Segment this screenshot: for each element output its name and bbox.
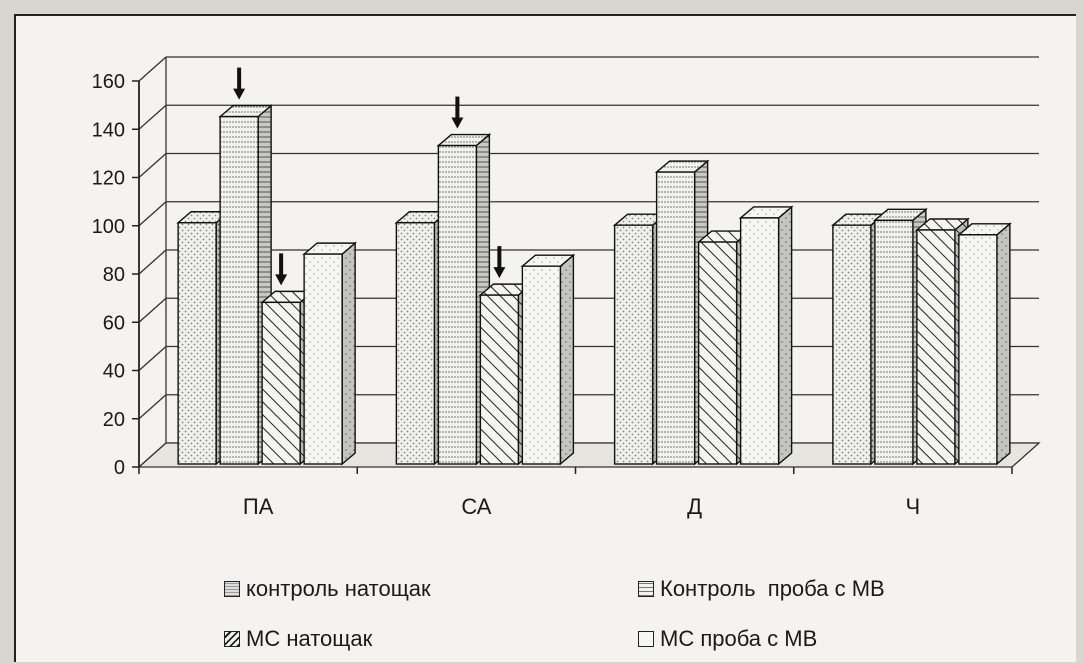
legend-label-2: МС натощак xyxy=(246,626,373,651)
gridline-depth-4 xyxy=(138,249,167,275)
axes-layer: 0 20 40 60 80 100 120 140 160 ПА СА Д Ч xyxy=(92,71,1013,519)
y-tick-label-0: 0 xyxy=(114,457,125,479)
gridline-depth-7 xyxy=(138,104,167,130)
y-tick-label-5: 100 xyxy=(92,216,125,238)
y-tick-label-7: 140 xyxy=(92,119,125,141)
bar-front-3-2 xyxy=(916,229,956,465)
gridline-depth-3 xyxy=(138,297,167,323)
legend-item-2: МС натощак xyxy=(224,626,372,652)
bar-front-0-1 xyxy=(219,115,259,465)
y-tick-label-4: 80 xyxy=(103,264,125,286)
bar-2-3 xyxy=(738,205,794,466)
x-tick-label-3: Ч xyxy=(906,494,921,519)
bar-front-1-1 xyxy=(437,144,478,465)
bar-1-3 xyxy=(520,253,576,466)
bars-layer xyxy=(176,104,1012,466)
legend-swatch-2 xyxy=(224,631,240,647)
bar-front-3-1 xyxy=(874,219,914,465)
bar-0-3 xyxy=(302,241,358,466)
gridline-depth-8 xyxy=(138,56,167,82)
bar-front-0-2 xyxy=(261,301,301,465)
chart-frame: 0 20 40 60 80 100 120 140 160 ПА СА Д Ч контроль нат… xyxy=(14,14,1076,662)
bar-front-1-2 xyxy=(479,294,520,465)
x-tick-label-0: ПА xyxy=(243,494,274,519)
y-tick-label-8: 160 xyxy=(92,71,125,93)
x-tick-label-2: Д xyxy=(687,494,702,519)
x-tick-label-1: СА xyxy=(461,494,491,519)
bar-side-1-3 xyxy=(559,253,575,466)
gridline-depth-5 xyxy=(138,201,167,227)
legend-swatch-1 xyxy=(638,581,654,597)
bar-3-3 xyxy=(956,222,1012,466)
y-tick-label-6: 120 xyxy=(92,168,125,190)
bar-side-2-3 xyxy=(777,205,793,466)
legend-label-3: МС проба с МВ xyxy=(660,626,818,651)
bar-side-0-3 xyxy=(341,241,356,466)
y-tick-label-3: 60 xyxy=(103,312,125,334)
bar-front-2-3 xyxy=(739,217,780,465)
legend-label-0: контроль натощак xyxy=(246,576,431,601)
bar-3-0 xyxy=(830,212,886,466)
y-tick-label-2: 40 xyxy=(103,361,125,383)
bar-front-2-1 xyxy=(655,171,696,465)
bar-front-1-3 xyxy=(521,265,562,465)
arrow-down-icon-0 xyxy=(233,67,246,100)
bar-front-2-0 xyxy=(613,224,654,465)
bar-chart: 0 20 40 60 80 100 120 140 160 ПА СА Д Ч xyxy=(92,56,1041,519)
y-tick-label-1: 20 xyxy=(103,409,125,431)
gridline-depth-6 xyxy=(138,153,167,178)
bar-front-2-2 xyxy=(697,241,738,465)
arrows-layer xyxy=(233,67,506,286)
bar-front-1-0 xyxy=(395,222,436,465)
gridline-depth-2 xyxy=(138,346,167,371)
floor xyxy=(137,442,1041,468)
arrow-down-icon-2 xyxy=(451,96,464,129)
bar-front-3-0 xyxy=(832,224,872,465)
legend-label-1: Контроль проба с МВ xyxy=(660,576,885,601)
arrow-down-icon-3 xyxy=(493,246,506,279)
legend-item-3: МС проба с МВ xyxy=(638,626,817,652)
bar-0-1 xyxy=(218,104,274,466)
gridline-depth-1 xyxy=(138,394,167,420)
bar-side-3-3 xyxy=(996,222,1011,466)
bar-front-3-3 xyxy=(958,234,998,465)
bar-front-0-0 xyxy=(177,222,217,465)
bar-front-0-3 xyxy=(303,253,343,465)
bar-1-1 xyxy=(436,133,492,466)
arrow-down-icon-1 xyxy=(275,253,288,286)
legend-item-1: Контроль проба с МВ xyxy=(638,576,885,602)
legend-swatch-0 xyxy=(224,581,240,597)
legend-swatch-3 xyxy=(638,631,654,647)
legend-item-0: контроль натощак xyxy=(224,576,431,602)
